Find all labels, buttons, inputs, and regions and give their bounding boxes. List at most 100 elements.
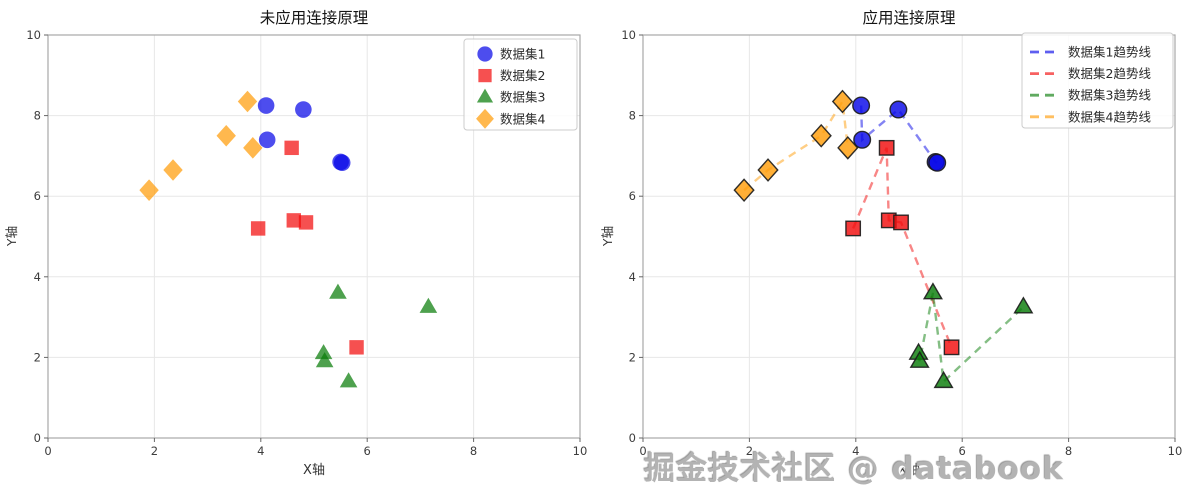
axes-spines [47,34,581,439]
diamond-marker [733,178,755,203]
diamond-marker [810,123,832,148]
y-tick-label: 6 [34,189,41,203]
legend-item: 数据集4趋势线 [1030,109,1151,124]
diamond-marker [216,124,236,147]
x-tick-label: 8 [470,444,477,458]
circle-marker [295,101,312,118]
triangle-marker [1013,296,1034,314]
axes-spines [642,34,1176,439]
x-tick-label: 8 [1065,444,1072,458]
square-marker [284,140,299,156]
trend-line-数据集4 [743,97,850,192]
triangle-marker [419,297,438,313]
circle-marker [928,153,947,172]
tick-labels: 0 2 4 6 8 10 0 2 4 6 8 10 [26,28,587,458]
triangle-marker [339,372,358,388]
chart-title: 应用连接原理 [862,8,955,27]
legend: 数据集1 数据集2 数据集3 数据集4 [463,38,578,131]
circle-marker [258,131,276,149]
legend-label: 数据集4 [500,111,546,126]
series-数据集3 [314,283,438,388]
x-tick-label: 0 [44,444,51,458]
diamond-marker [837,135,859,160]
y-tick-label: 8 [629,109,636,123]
y-axis-label: Y轴 [600,226,615,247]
tick-labels: 0 2 4 6 8 10 0 2 4 6 8 10 [621,28,1182,458]
x-tick-label: 6 [959,444,966,458]
square-marker [845,220,862,237]
circle-marker [852,96,871,115]
diamond-marker [757,158,779,182]
square-marker [349,340,364,355]
triangle-marker [315,352,334,368]
diamond-marker [139,179,159,201]
chart-title: 未应用连接原理 [260,8,369,27]
y-tick-label: 0 [629,431,636,445]
chart-no-connection: 0 2 4 6 8 100246810X轴Y轴未应用连接原理数据集1数据集2数据集3数据集… [4,8,587,478]
y-tick-label: 6 [629,189,636,203]
series-数据集4 [733,89,859,203]
y-tick-label: 2 [34,350,41,364]
x-tick-label: 2 [151,444,158,458]
legend-marker-sample [476,108,494,129]
y-tick-label: 0 [34,431,41,445]
legend-label: 数据集3趋势线 [1068,88,1151,103]
legend-label: 数据集2趋势线 [1068,66,1151,81]
legend-marker-sample [476,88,494,103]
series-数据集3 [908,282,1034,389]
legend-item: 数据集3趋势线 [1030,88,1151,103]
legend-box [463,38,578,131]
series-数据集2 [845,139,960,356]
legend-marker-sample [478,68,492,83]
x-axis-label: X轴 [898,463,920,478]
y-tick-label: 10 [621,28,636,42]
square-marker [878,139,895,156]
y-tick-label: 4 [34,270,41,284]
x-tick-label: 0 [639,444,646,458]
triangle-marker [909,350,930,368]
circle-marker [257,97,275,114]
square-marker [250,221,266,236]
square-marker [943,339,960,356]
x-axis-label: X轴 [303,463,325,478]
diamond-marker [831,89,854,114]
x-tick-label: 2 [746,444,753,458]
legend-marker-sample [477,46,493,62]
triangle-marker [933,370,954,389]
y-tick-label: 10 [26,28,41,42]
y-axis-label: Y轴 [4,226,19,247]
series-数据集4 [139,90,263,201]
legend-box [1021,32,1174,129]
x-tick-label: 4 [852,444,859,458]
x-tick-label: 10 [573,444,588,458]
y-tick-label: 2 [629,350,636,364]
square-marker [893,214,909,231]
legend-label: 数据集1 [500,47,545,62]
square-marker [286,213,301,228]
legend-label: 数据集2 [500,68,545,83]
x-tick-label: 6 [364,444,371,458]
x-tick-label: 10 [1168,444,1183,458]
triangle-marker [329,283,347,299]
circle-marker [333,154,351,172]
legend-item: 数据集2 [478,68,545,83]
diamond-marker [237,90,258,113]
legend-item: 数据集1趋势线 [1030,45,1151,60]
x-tick-label: 4 [257,444,264,458]
circle-marker [889,100,908,119]
legend-item: 数据集3 [476,88,545,105]
circle-marker [853,130,872,149]
y-tick-label: 8 [34,109,41,123]
chart-with-connection: 0 2 4 6 8 10 0 2 4 6 8 10 X轴 Y轴 应用连接原理数据集1趋势线数据集2趋势线数据… [600,8,1182,478]
legend-item: 数据集2趋势线 [1030,66,1151,81]
square-marker [298,215,314,230]
legend-item: 数据集1 [477,46,545,62]
series-数据集1 [257,97,351,172]
y-tick-label: 4 [629,270,636,284]
series-数据集1 [852,96,947,172]
diamond-marker [163,159,183,181]
legend-label: 数据集4趋势线 [1068,109,1151,124]
legend-label: 数据集1趋势线 [1068,45,1151,60]
